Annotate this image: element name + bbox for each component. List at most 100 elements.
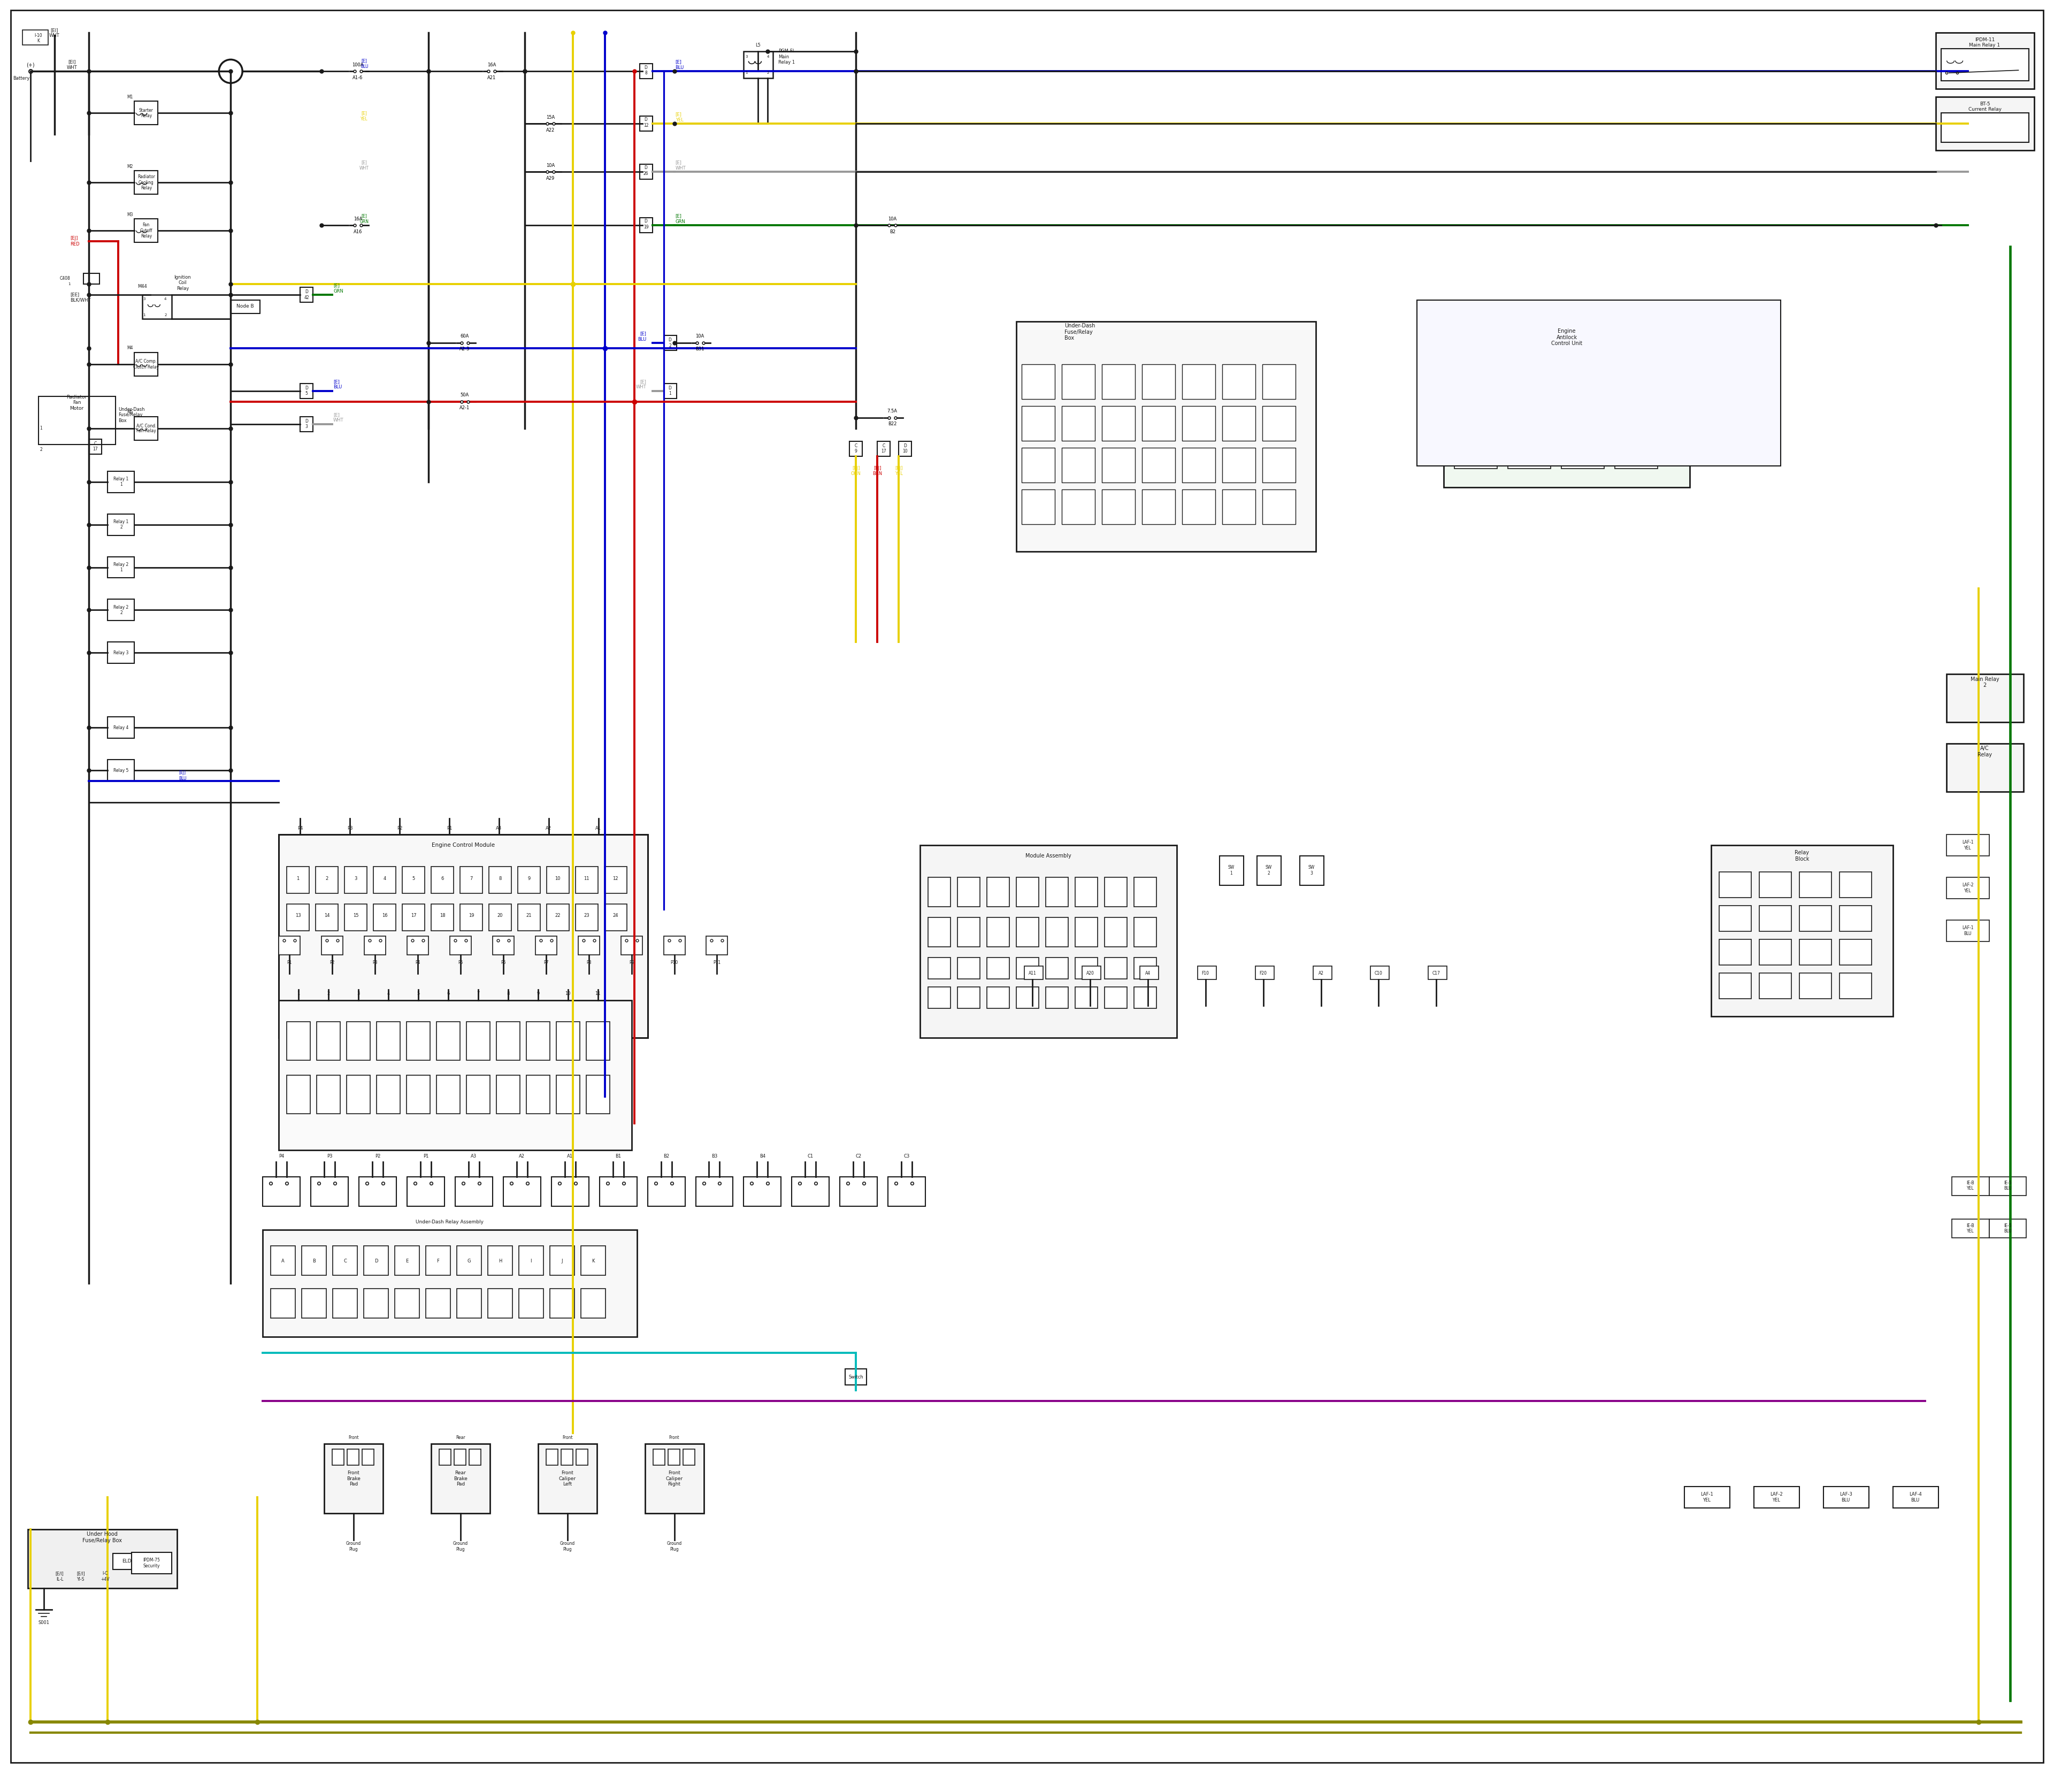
Bar [639, 65, 653, 79]
Bar [1142, 448, 1175, 482]
Text: [E]
BLU: [E] BLU [676, 59, 684, 70]
Bar [407, 935, 429, 955]
Bar [113, 1554, 140, 1570]
Bar [403, 903, 425, 930]
Text: ELD: ELD [121, 1559, 131, 1564]
Bar [460, 867, 483, 894]
Text: Relay 2
1: Relay 2 1 [113, 563, 129, 572]
Bar [454, 1450, 466, 1466]
Bar [279, 935, 300, 955]
Text: A11: A11 [1029, 971, 1037, 977]
Bar [1105, 987, 1128, 1009]
Text: M2: M2 [127, 165, 134, 168]
Text: Starter
Relay: Starter Relay [140, 108, 154, 118]
Bar [526, 1021, 550, 1061]
Bar [663, 935, 684, 955]
Text: A4: A4 [1144, 971, 1150, 977]
Text: H: H [499, 1258, 501, 1263]
Text: [E/I]
IL-L: [E/I] IL-L [55, 1572, 64, 1582]
Bar [134, 170, 158, 194]
Text: LAF-2
YEL: LAF-2 YEL [1962, 883, 1974, 892]
Text: SW
3: SW 3 [1308, 866, 1315, 876]
Text: P10: P10 [670, 961, 678, 966]
Text: BT-5
Current Relay: BT-5 Current Relay [1968, 102, 2001, 111]
Bar [364, 1288, 388, 1319]
Text: [EJ]
ORN: [EJ] ORN [850, 466, 861, 477]
Text: A: A [281, 1258, 286, 1263]
Text: 5: 5 [413, 876, 415, 882]
Text: Relay 1
2: Relay 1 2 [113, 520, 129, 530]
Text: C10: C10 [1374, 971, 1382, 977]
Bar [134, 100, 158, 125]
Bar [322, 935, 343, 955]
Text: C17: C17 [1432, 971, 1440, 977]
Text: Under-Dash
Fuse/Relay
Box: Under-Dash Fuse/Relay Box [1064, 323, 1095, 340]
Text: D
42: D 42 [304, 290, 310, 299]
Bar [1951, 1219, 1988, 1238]
Bar [1947, 674, 2023, 722]
Bar [302, 1245, 327, 1276]
Bar [986, 987, 1009, 1009]
Text: 2: 2 [39, 448, 43, 452]
Bar [431, 867, 454, 894]
Bar [345, 903, 368, 930]
Bar [744, 1177, 781, 1206]
Text: 11: 11 [583, 876, 589, 882]
Text: P9: P9 [629, 961, 635, 966]
Text: B: B [312, 1258, 316, 1263]
Text: 4: 4 [766, 56, 768, 59]
Bar [1105, 878, 1128, 907]
Bar [846, 1369, 867, 1385]
Bar [440, 1450, 452, 1466]
Bar [928, 878, 951, 907]
Text: D
10: D 10 [902, 443, 908, 453]
Bar [518, 867, 540, 894]
Bar [1799, 973, 1832, 998]
Bar [374, 867, 396, 894]
Text: Front: Front [563, 1435, 573, 1439]
Bar [468, 1450, 481, 1466]
Bar [407, 1021, 429, 1061]
Bar [362, 1450, 374, 1466]
Bar [435, 1075, 460, 1113]
Bar [263, 1177, 300, 1206]
Text: C
9: C 9 [854, 443, 857, 453]
Text: 14: 14 [325, 914, 331, 918]
Bar [920, 846, 1177, 1038]
Bar [1508, 369, 1551, 400]
Bar [88, 439, 103, 453]
Bar [536, 935, 557, 955]
Bar [850, 441, 863, 457]
Bar [1021, 448, 1056, 482]
Text: A/C Cond.
Fan Relay: A/C Cond. Fan Relay [136, 423, 156, 434]
Text: Front
Brake
Pad: Front Brake Pad [347, 1471, 362, 1487]
Text: C
17: C 17 [92, 441, 99, 452]
Text: [E]
WHT: [E] WHT [333, 412, 343, 423]
Bar [407, 1177, 444, 1206]
Text: [EJ]
BRN: [EJ] BRN [873, 466, 883, 477]
Text: 2: 2 [325, 876, 329, 882]
Bar [1101, 364, 1136, 400]
Text: P1: P1 [423, 1154, 429, 1159]
Text: B2: B2 [889, 229, 896, 235]
Bar [230, 299, 261, 314]
Text: A2-1: A2-1 [460, 405, 470, 410]
Text: 50A: 50A [460, 392, 468, 398]
Text: 10: 10 [565, 991, 571, 996]
Text: [E]
WHT: [E] WHT [676, 159, 686, 170]
Bar [23, 30, 47, 45]
Bar [263, 1229, 637, 1337]
Text: 10A: 10A [696, 333, 705, 339]
Text: B4: B4 [760, 1154, 766, 1159]
Text: A1: A1 [596, 826, 602, 830]
Bar [957, 878, 980, 907]
Text: I-C
+4V: I-C +4V [101, 1572, 109, 1582]
Bar [300, 416, 312, 432]
Bar [407, 1075, 429, 1113]
Text: P2: P2 [396, 826, 403, 830]
Bar [466, 1075, 489, 1113]
Bar [900, 441, 912, 457]
Bar [300, 287, 312, 303]
Text: 4: 4 [386, 991, 390, 996]
Bar [489, 867, 511, 894]
